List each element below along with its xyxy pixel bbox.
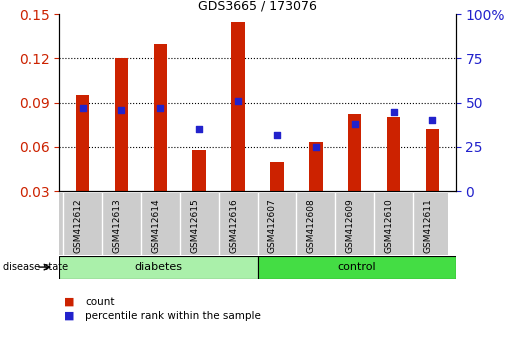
Title: GDS3665 / 173076: GDS3665 / 173076: [198, 0, 317, 13]
Bar: [115, 58, 128, 191]
Text: diabetes: diabetes: [134, 262, 182, 272]
Text: GSM412607: GSM412607: [268, 198, 277, 253]
Point: [428, 118, 437, 123]
Text: GSM412615: GSM412615: [190, 198, 199, 253]
Point: [195, 126, 203, 132]
Bar: [270, 162, 284, 191]
Text: GSM412612: GSM412612: [74, 198, 82, 252]
Text: GSM412610: GSM412610: [385, 198, 393, 253]
Text: GSM412616: GSM412616: [229, 198, 238, 253]
Text: percentile rank within the sample: percentile rank within the sample: [85, 311, 261, 321]
Text: GSM412613: GSM412613: [112, 198, 122, 253]
Point: [273, 132, 281, 137]
Bar: [258, 256, 456, 279]
Bar: [425, 129, 439, 191]
Bar: [76, 95, 90, 191]
Point: [351, 121, 359, 127]
Point: [156, 105, 164, 111]
Bar: [309, 143, 322, 191]
Point: [117, 107, 126, 113]
Point: [234, 98, 242, 104]
Text: GSM412608: GSM412608: [307, 198, 316, 253]
Point: [389, 109, 398, 114]
Text: control: control: [337, 262, 376, 272]
Point: [312, 144, 320, 150]
Bar: [387, 118, 400, 191]
Text: disease state: disease state: [3, 262, 67, 272]
Text: count: count: [85, 297, 114, 307]
Bar: [348, 114, 362, 191]
Text: GSM412611: GSM412611: [423, 198, 433, 253]
Bar: [231, 22, 245, 191]
Bar: [153, 44, 167, 191]
Point: [78, 105, 87, 111]
Bar: [193, 150, 206, 191]
Text: ■: ■: [64, 297, 75, 307]
Text: GSM412609: GSM412609: [346, 198, 355, 253]
Text: ■: ■: [64, 311, 75, 321]
Text: GSM412614: GSM412614: [151, 198, 160, 252]
Bar: [59, 256, 258, 279]
